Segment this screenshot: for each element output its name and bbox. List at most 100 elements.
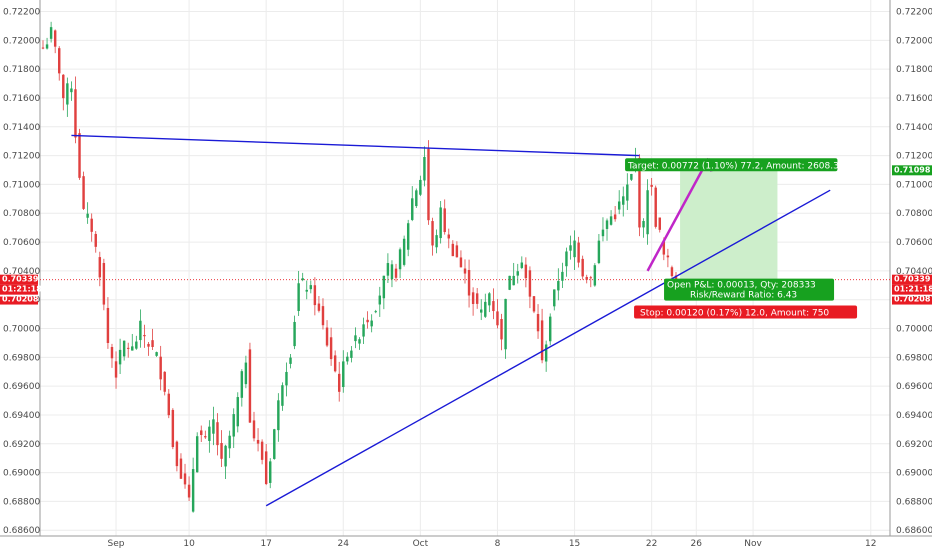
candle-body (500, 319, 503, 340)
candle-body (447, 234, 450, 239)
candle-body (139, 320, 142, 341)
candle-body (94, 233, 97, 247)
candle-body (86, 213, 89, 218)
y-tick-label-right: 0.71800 (896, 65, 932, 75)
candle-body (508, 275, 511, 290)
candle-body (475, 293, 479, 304)
candle-body (167, 393, 171, 416)
y-tick-label-right: 0.71400 (896, 123, 932, 133)
candle-body (480, 309, 483, 313)
candle-body (443, 208, 446, 233)
y-axis-left: 0.68600 0.68800 0.69000 0.69200 0.69400 0.696… (3, 8, 40, 537)
stop-label-text: Stop: 0.00120 (0.17%) 12.0, Amount: 750 (640, 309, 829, 319)
candle-body (528, 270, 532, 297)
candle-body (354, 335, 357, 342)
y-tick-label-right: 0.71600 (896, 94, 932, 104)
candle-body (337, 373, 341, 392)
candle-body (666, 255, 670, 258)
candle-body (155, 352, 158, 356)
candle-body (58, 48, 61, 74)
candle-body (269, 461, 272, 483)
candle-body (240, 371, 244, 398)
stop-level-tag-left-box (0, 296, 38, 305)
x-tick-label: 24 (338, 539, 350, 549)
candle-body (390, 264, 394, 280)
candle-body (309, 285, 313, 290)
current-price-tag-right-box (892, 274, 932, 285)
y-tick-label-right: 0.70000 (896, 325, 932, 335)
candle-body (439, 207, 442, 239)
y-tick-label-right: 0.71200 (896, 152, 932, 162)
x-tick-label: Sep (108, 539, 125, 549)
candle-body (346, 356, 349, 362)
candle-body (630, 173, 633, 180)
candle-body (569, 245, 572, 251)
candle-body (463, 268, 467, 274)
y-tick-label-right: 0.69400 (896, 411, 932, 421)
x-tick-label: 12 (865, 539, 876, 549)
candle-body (70, 88, 73, 93)
candle-body (273, 429, 276, 459)
y-tick-label-right: 0.69800 (896, 353, 932, 363)
y-tick-label-left: 0.68600 (3, 526, 40, 536)
candle-body (106, 307, 110, 343)
candle-body (126, 347, 130, 349)
candle-body (378, 295, 382, 305)
candle-body (102, 263, 106, 305)
y-tick-label-left: 0.69800 (3, 353, 40, 363)
candle-body (638, 157, 641, 228)
candle-body (557, 281, 560, 291)
x-tick-label: 17 (260, 539, 271, 549)
y-axis-right: 0.68600 0.68800 0.69000 0.69200 0.69400 0.696… (896, 8, 932, 537)
candle-body (622, 196, 625, 205)
candle-body (325, 327, 329, 346)
y-tick-label-right: 0.69200 (896, 440, 932, 450)
candle-body (650, 184, 653, 187)
y-tick-label-left: 0.71200 (3, 152, 40, 162)
candle-body (492, 301, 495, 312)
candle-body (260, 441, 264, 460)
candle-body (49, 27, 53, 39)
candle-body (114, 361, 118, 378)
candle-body (313, 285, 317, 306)
candle-body (605, 220, 609, 229)
candle-body (561, 271, 564, 281)
candle-body (536, 314, 540, 332)
current-price-tag-left-text: 0.70339 (2, 275, 39, 284)
candle-body (110, 347, 114, 359)
candle-body (342, 361, 345, 388)
countdown-tag-left-text: 01:21:18 (2, 285, 42, 294)
candle-body (122, 340, 126, 357)
candle-body (366, 319, 369, 323)
upper-resistance (71, 134, 640, 157)
candle-body (45, 44, 49, 49)
candle-body (200, 430, 203, 435)
y-tick-label-right: 0.68600 (896, 526, 932, 536)
y-tick-label-right: 0.68800 (896, 497, 932, 507)
candle-body (540, 320, 544, 361)
y-tick-label-left: 0.69400 (3, 411, 40, 421)
current-price-tag-left-box (0, 274, 38, 285)
candle-body (66, 83, 69, 105)
candle-body (179, 458, 183, 479)
candle-body (585, 276, 588, 280)
candle-body (285, 371, 288, 386)
y-tick-label-left: 0.69200 (3, 440, 40, 450)
candle-body (159, 356, 162, 380)
candle-body (370, 320, 373, 327)
candle-body (293, 321, 296, 347)
candle-body (484, 301, 487, 317)
candle-body (382, 275, 386, 299)
candle-body (163, 371, 166, 392)
candle-body (224, 445, 227, 467)
candle-body (419, 179, 422, 195)
target-label-text: Target: 0.00772 (1.10%) 77.2, Amount: 26… (627, 161, 845, 171)
candle-body (350, 350, 353, 358)
y-tick-label-left: 0.69600 (3, 382, 40, 392)
candle-body (212, 419, 215, 434)
trendlines[interactable] (71, 134, 831, 507)
y-tick-label-left: 0.68800 (3, 497, 40, 507)
x-tick-label: Oct (413, 539, 429, 549)
candle-body (670, 267, 674, 277)
